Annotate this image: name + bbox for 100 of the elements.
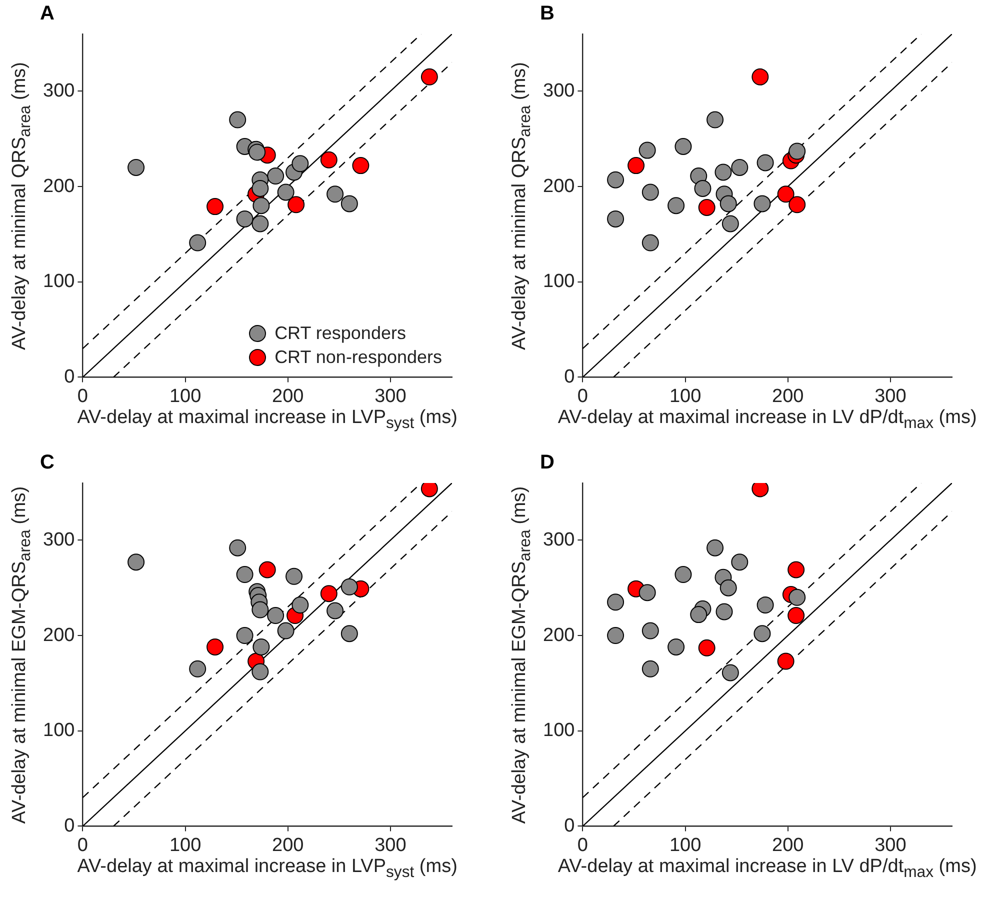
point: [206, 198, 224, 216]
point: [788, 561, 805, 578]
chart-title: A: [40, 2, 54, 25]
y-tick-label: 300: [543, 80, 575, 102]
point: [706, 539, 724, 556]
point: [236, 566, 254, 584]
y-tick-label: 100: [543, 720, 575, 742]
point: [236, 210, 254, 228]
x-tick-label: 0: [577, 834, 588, 856]
point: [752, 68, 769, 86]
point: [788, 142, 806, 160]
point: [788, 607, 805, 624]
x-tick-label: 200: [272, 386, 304, 407]
y-tick-label: 100: [43, 271, 75, 292]
point: [340, 195, 358, 212]
x-tick-label: 300: [374, 834, 406, 856]
point: [229, 111, 246, 128]
x-tick-label: 200: [272, 834, 304, 856]
point: [674, 566, 692, 584]
point: [340, 625, 358, 642]
point: [698, 639, 716, 656]
y-tick-label: 0: [64, 366, 75, 388]
point: [722, 664, 739, 682]
x-tick-label: 100: [669, 834, 702, 856]
point: [642, 184, 659, 201]
chart-title: D: [540, 452, 554, 474]
point: [716, 603, 733, 620]
point: [252, 663, 269, 680]
point: [420, 68, 438, 86]
point: [668, 197, 685, 214]
point: [628, 157, 645, 174]
point: [638, 584, 656, 602]
x-tick-label: 100: [169, 386, 202, 407]
legend-label: CRT responders: [274, 323, 406, 344]
x-axis-title: AV-delay at maximal increase in LV dP/dt$_{max}$ (ms): [558, 407, 977, 433]
point: [674, 138, 692, 155]
x-tick-label: 300: [374, 386, 406, 407]
point: [754, 195, 771, 212]
point: [277, 184, 294, 201]
point: [320, 151, 338, 168]
x-tick-label: 0: [77, 834, 88, 856]
point: [248, 144, 266, 161]
y-tick-label: 200: [543, 624, 575, 646]
point: [756, 596, 774, 614]
point: [754, 625, 771, 642]
legend-label: CRT non-responders: [274, 347, 442, 368]
point: [206, 638, 224, 656]
point: [340, 578, 358, 596]
point: [326, 186, 344, 203]
point: [236, 627, 254, 644]
point: [607, 171, 624, 188]
chart-title: B: [540, 2, 554, 25]
point: [694, 180, 712, 197]
point: [286, 568, 303, 585]
y-tick-label: 200: [43, 624, 75, 646]
x-tick-label: 200: [772, 834, 804, 856]
x-tick-label: 0: [77, 386, 88, 407]
point: [714, 164, 732, 181]
point: [128, 158, 145, 176]
y-tick-label: 200: [43, 176, 75, 197]
point: [258, 561, 276, 578]
point: [326, 602, 344, 620]
point: [267, 168, 284, 185]
y-tick-label: 100: [543, 271, 575, 292]
point: [320, 585, 338, 602]
x-tick-label: 200: [772, 386, 804, 407]
point: [292, 596, 309, 614]
point: [189, 660, 206, 678]
y-tick-label: 0: [564, 366, 575, 388]
point: [252, 197, 270, 214]
point: [189, 234, 206, 252]
point: [777, 186, 794, 203]
point: [277, 622, 294, 640]
point: [731, 158, 748, 176]
x-axis-title: AV-delay at maximal increase in LVP$_{syst}$ (ms): [77, 407, 458, 433]
y-tick-label: 0: [64, 815, 75, 836]
point: [252, 180, 269, 197]
point: [607, 594, 624, 611]
x-axis-title: AV-delay at maximal increase in LV dP/dt$_{max}$ (ms): [558, 856, 977, 882]
point: [642, 622, 659, 640]
point: [720, 579, 737, 596]
chart-title: C: [40, 452, 54, 474]
x-tick-label: 100: [669, 386, 702, 407]
point: [252, 601, 269, 618]
x-tick-label: 300: [874, 386, 906, 407]
point: [352, 157, 370, 174]
point: [731, 554, 748, 571]
y-tick-label: 200: [543, 176, 575, 197]
point: [642, 234, 659, 252]
point: [292, 155, 309, 172]
x-tick-label: 100: [169, 834, 202, 856]
x-axis-title: AV-delay at maximal increase in LVP$_{syst}$ (ms): [77, 856, 458, 882]
y-tick-label: 300: [543, 529, 575, 550]
point: [668, 638, 685, 656]
point: [229, 539, 246, 556]
point: [756, 154, 774, 172]
point: [777, 652, 794, 670]
y-tick-label: 100: [43, 720, 75, 742]
point: [252, 215, 269, 232]
point: [690, 606, 708, 624]
